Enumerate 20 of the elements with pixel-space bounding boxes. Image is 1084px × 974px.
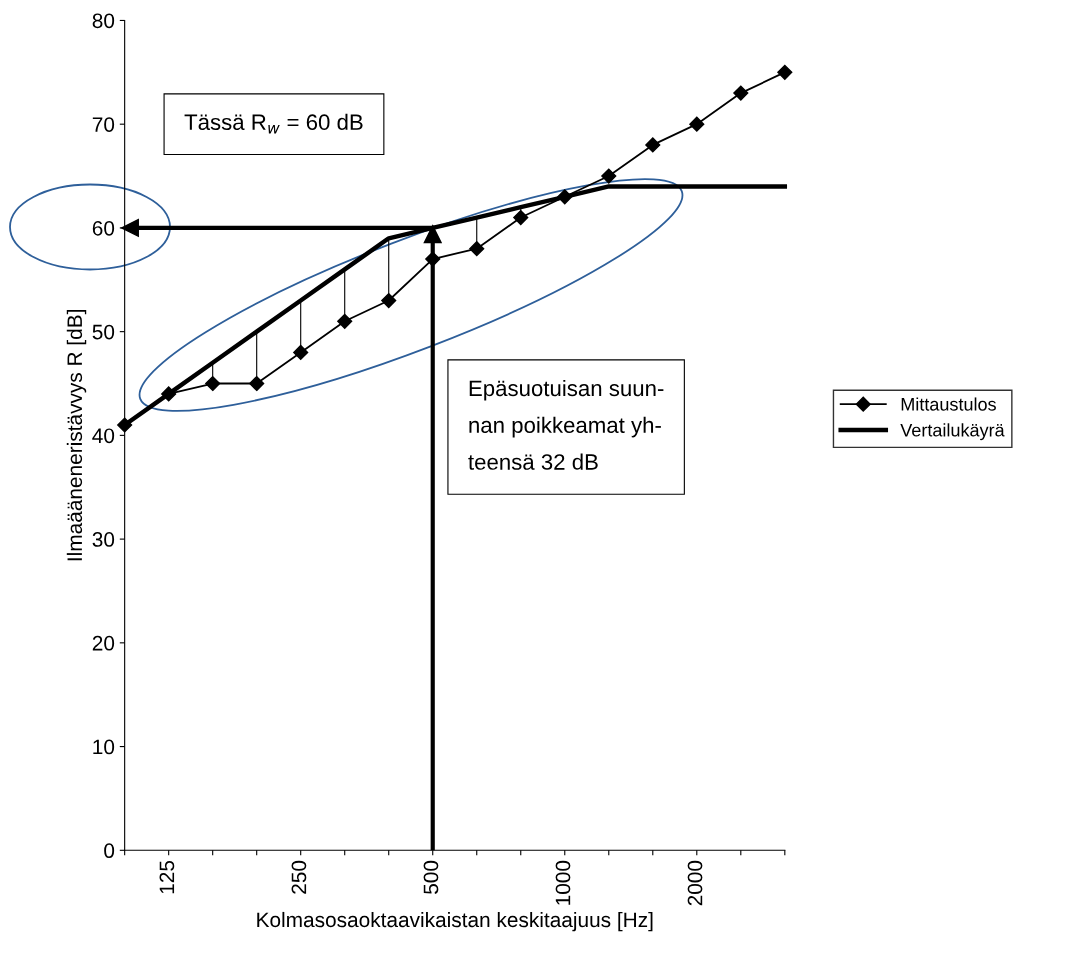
annotation: Epäsuotuisan suun- nan poikkeamat yh- teensä 32 dB (468, 379, 664, 470)
y-tick-label: 50 (92, 324, 115, 340)
x-axis-title: Kolmasosaoktaavikaistan keskitaajuus [Hz] (257, 911, 653, 932)
y-tick-label: 10 (93, 739, 115, 755)
legend-label: Vertailukäyrä (900, 423, 1005, 441)
y-axis-title: Ilmaääneneristävvys R [dB] (66, 310, 87, 561)
annotation: Tässä R$_{w}$ = 60 dB (184, 113, 363, 134)
y-tick-label: 20 (92, 635, 115, 651)
y-tick-label: 0 (104, 843, 115, 859)
y-tick-label: 60 (92, 220, 115, 236)
x-tick-label: 250 (291, 860, 307, 894)
x-tick-label: 500 (423, 860, 439, 894)
x-tick-label: 1000 (555, 860, 571, 905)
y-tick-label: 80 (92, 13, 115, 29)
y-tick-label: 70 (92, 117, 115, 132)
legend-label: Mittaustulos (901, 397, 996, 411)
x-tick-label: 2000 (687, 860, 703, 906)
y-tick-label: 30 (92, 532, 115, 547)
x-tick-label: 125 (159, 860, 175, 894)
y-tick-label: 40 (92, 428, 115, 444)
